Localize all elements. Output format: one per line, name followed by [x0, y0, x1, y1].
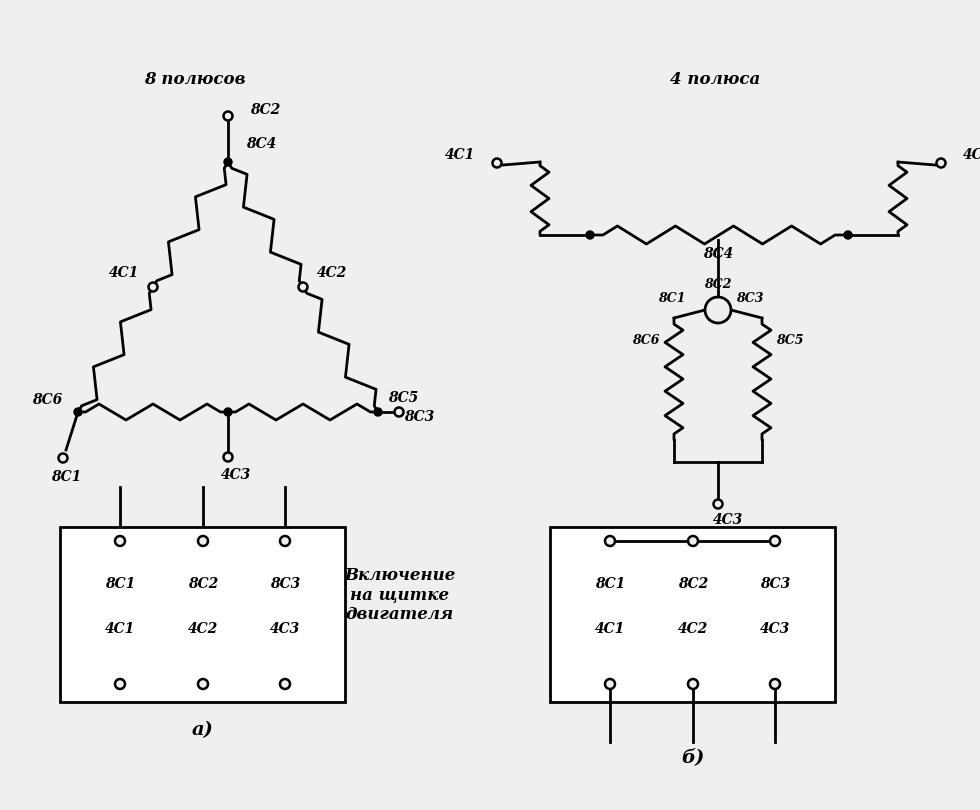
Text: 8С2: 8С2: [250, 103, 280, 117]
Circle shape: [198, 679, 208, 689]
Text: 4С2: 4С2: [317, 266, 347, 280]
Text: 8С1: 8С1: [105, 577, 135, 591]
Bar: [550, 527, 835, 702]
Circle shape: [74, 408, 82, 416]
Text: 4С1: 4С1: [109, 266, 139, 280]
Circle shape: [374, 408, 382, 416]
Circle shape: [299, 283, 308, 292]
Text: 4С3: 4С3: [220, 468, 251, 482]
Text: 8С4: 8С4: [703, 247, 733, 261]
Text: 4С2: 4С2: [188, 622, 219, 636]
Text: 8С3: 8С3: [736, 292, 763, 305]
Circle shape: [223, 453, 232, 462]
Text: 8С1: 8С1: [659, 292, 686, 305]
Circle shape: [115, 536, 125, 546]
Circle shape: [844, 231, 852, 239]
Circle shape: [937, 159, 946, 168]
Text: 8С1: 8С1: [51, 470, 81, 484]
Circle shape: [59, 454, 68, 463]
Text: 4С1: 4С1: [445, 148, 475, 162]
Text: 8С2: 8С2: [188, 577, 219, 591]
Circle shape: [280, 679, 290, 689]
Text: 4С2: 4С2: [963, 148, 980, 162]
Text: 4С1: 4С1: [105, 622, 135, 636]
Text: 8С3: 8С3: [270, 577, 300, 591]
Text: 4С3: 4С3: [270, 622, 300, 636]
Text: 4С3: 4С3: [760, 622, 790, 636]
Text: 8С1: 8С1: [595, 577, 625, 591]
Text: 8С2: 8С2: [678, 577, 709, 591]
Circle shape: [115, 679, 125, 689]
Circle shape: [605, 536, 615, 546]
Text: 8С4: 8С4: [246, 137, 276, 151]
Text: 8С6: 8С6: [632, 334, 660, 347]
Text: 8С3: 8С3: [760, 577, 790, 591]
Text: б): б): [681, 748, 705, 766]
Circle shape: [586, 231, 594, 239]
Text: 8С3: 8С3: [404, 410, 434, 424]
Circle shape: [493, 159, 502, 168]
Text: 4 полюса: 4 полюса: [670, 71, 760, 88]
Text: 8 полюсов: 8 полюсов: [144, 71, 246, 88]
Circle shape: [224, 408, 232, 416]
Text: 8С5: 8С5: [388, 391, 418, 405]
Circle shape: [280, 536, 290, 546]
Text: а): а): [191, 721, 214, 739]
Text: 8С6: 8С6: [31, 393, 62, 407]
Circle shape: [605, 679, 615, 689]
Circle shape: [395, 407, 404, 416]
Circle shape: [688, 679, 698, 689]
Bar: [60, 527, 345, 702]
Text: 4С2: 4С2: [678, 622, 709, 636]
Circle shape: [770, 536, 780, 546]
Circle shape: [770, 679, 780, 689]
Circle shape: [688, 536, 698, 546]
Circle shape: [705, 297, 731, 323]
Text: 4С1: 4С1: [595, 622, 625, 636]
Text: Включение
на щитке
двигателя: Включение на щитке двигателя: [344, 567, 456, 623]
Text: 4С3: 4С3: [712, 513, 743, 527]
Circle shape: [149, 283, 158, 292]
Circle shape: [224, 158, 232, 166]
Circle shape: [223, 112, 232, 121]
Circle shape: [713, 500, 722, 509]
Text: 8С5: 8С5: [776, 334, 804, 347]
Circle shape: [198, 536, 208, 546]
Text: 8С2: 8С2: [705, 279, 732, 292]
